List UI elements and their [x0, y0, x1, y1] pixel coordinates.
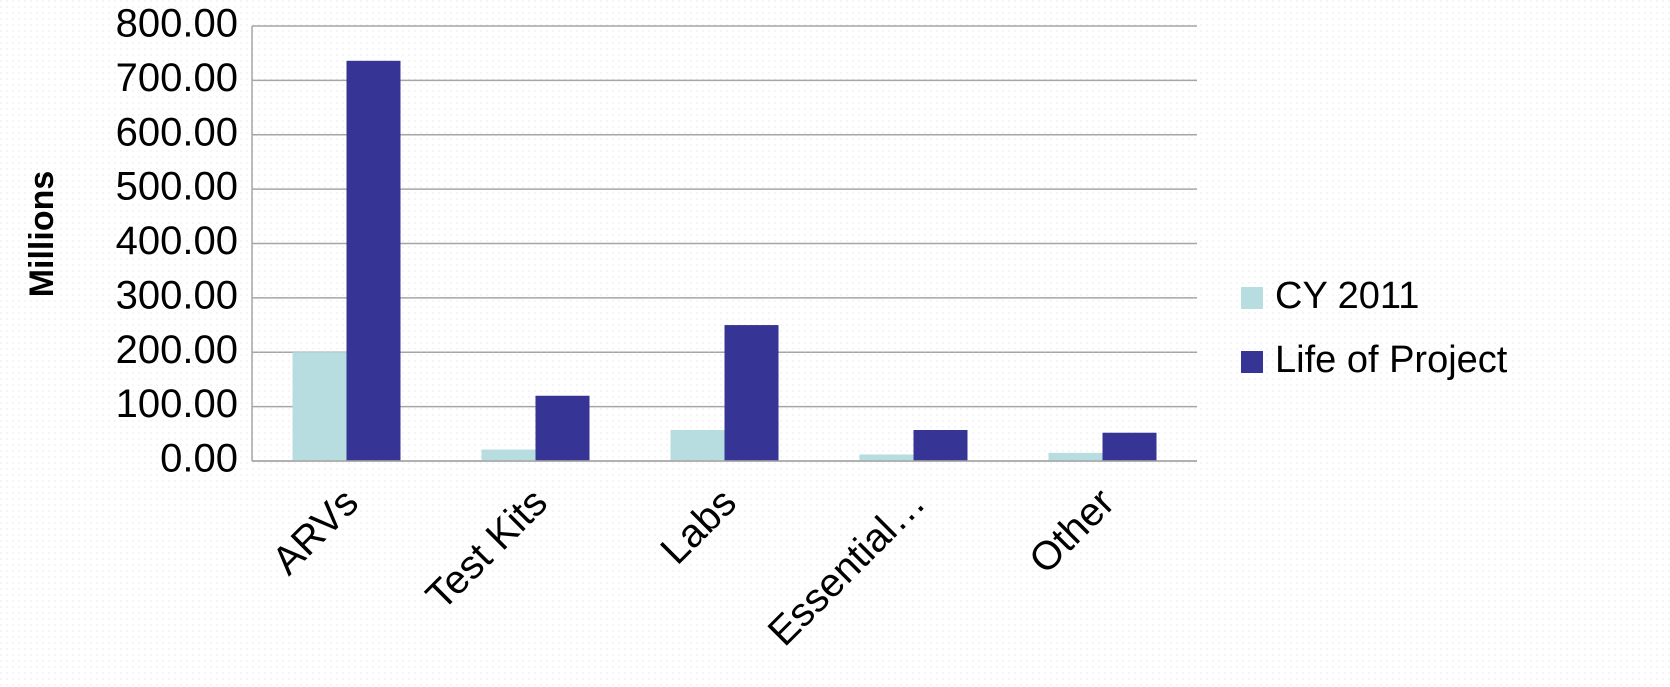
- legend-swatch: [1241, 287, 1263, 309]
- bar: [724, 325, 779, 461]
- bar: [913, 430, 968, 461]
- bar: [859, 454, 914, 461]
- y-tick-label: 400.00: [116, 219, 238, 263]
- y-tick-label: 700.00: [116, 56, 238, 100]
- y-tick-label: 200.00: [116, 328, 238, 372]
- y-tick-label: 100.00: [116, 382, 238, 426]
- y-tick-label: 600.00: [116, 110, 238, 154]
- bar: [1102, 432, 1157, 461]
- bar: [481, 449, 536, 461]
- bar: [346, 60, 401, 462]
- bar: [535, 395, 590, 461]
- bar: [292, 352, 347, 461]
- y-tick-label: 300.00: [116, 273, 238, 317]
- legend-label: Life of Project: [1275, 339, 1508, 381]
- bar: [1048, 452, 1103, 461]
- y-tick-label: 800.00: [116, 2, 238, 46]
- bar: [670, 430, 725, 461]
- legend-swatch: [1241, 351, 1263, 373]
- y-tick-label: 0.00: [160, 437, 238, 481]
- y-axis-label: Millions: [23, 171, 61, 298]
- y-tick-label: 500.00: [116, 165, 238, 209]
- legend-label: CY 2011: [1275, 275, 1419, 317]
